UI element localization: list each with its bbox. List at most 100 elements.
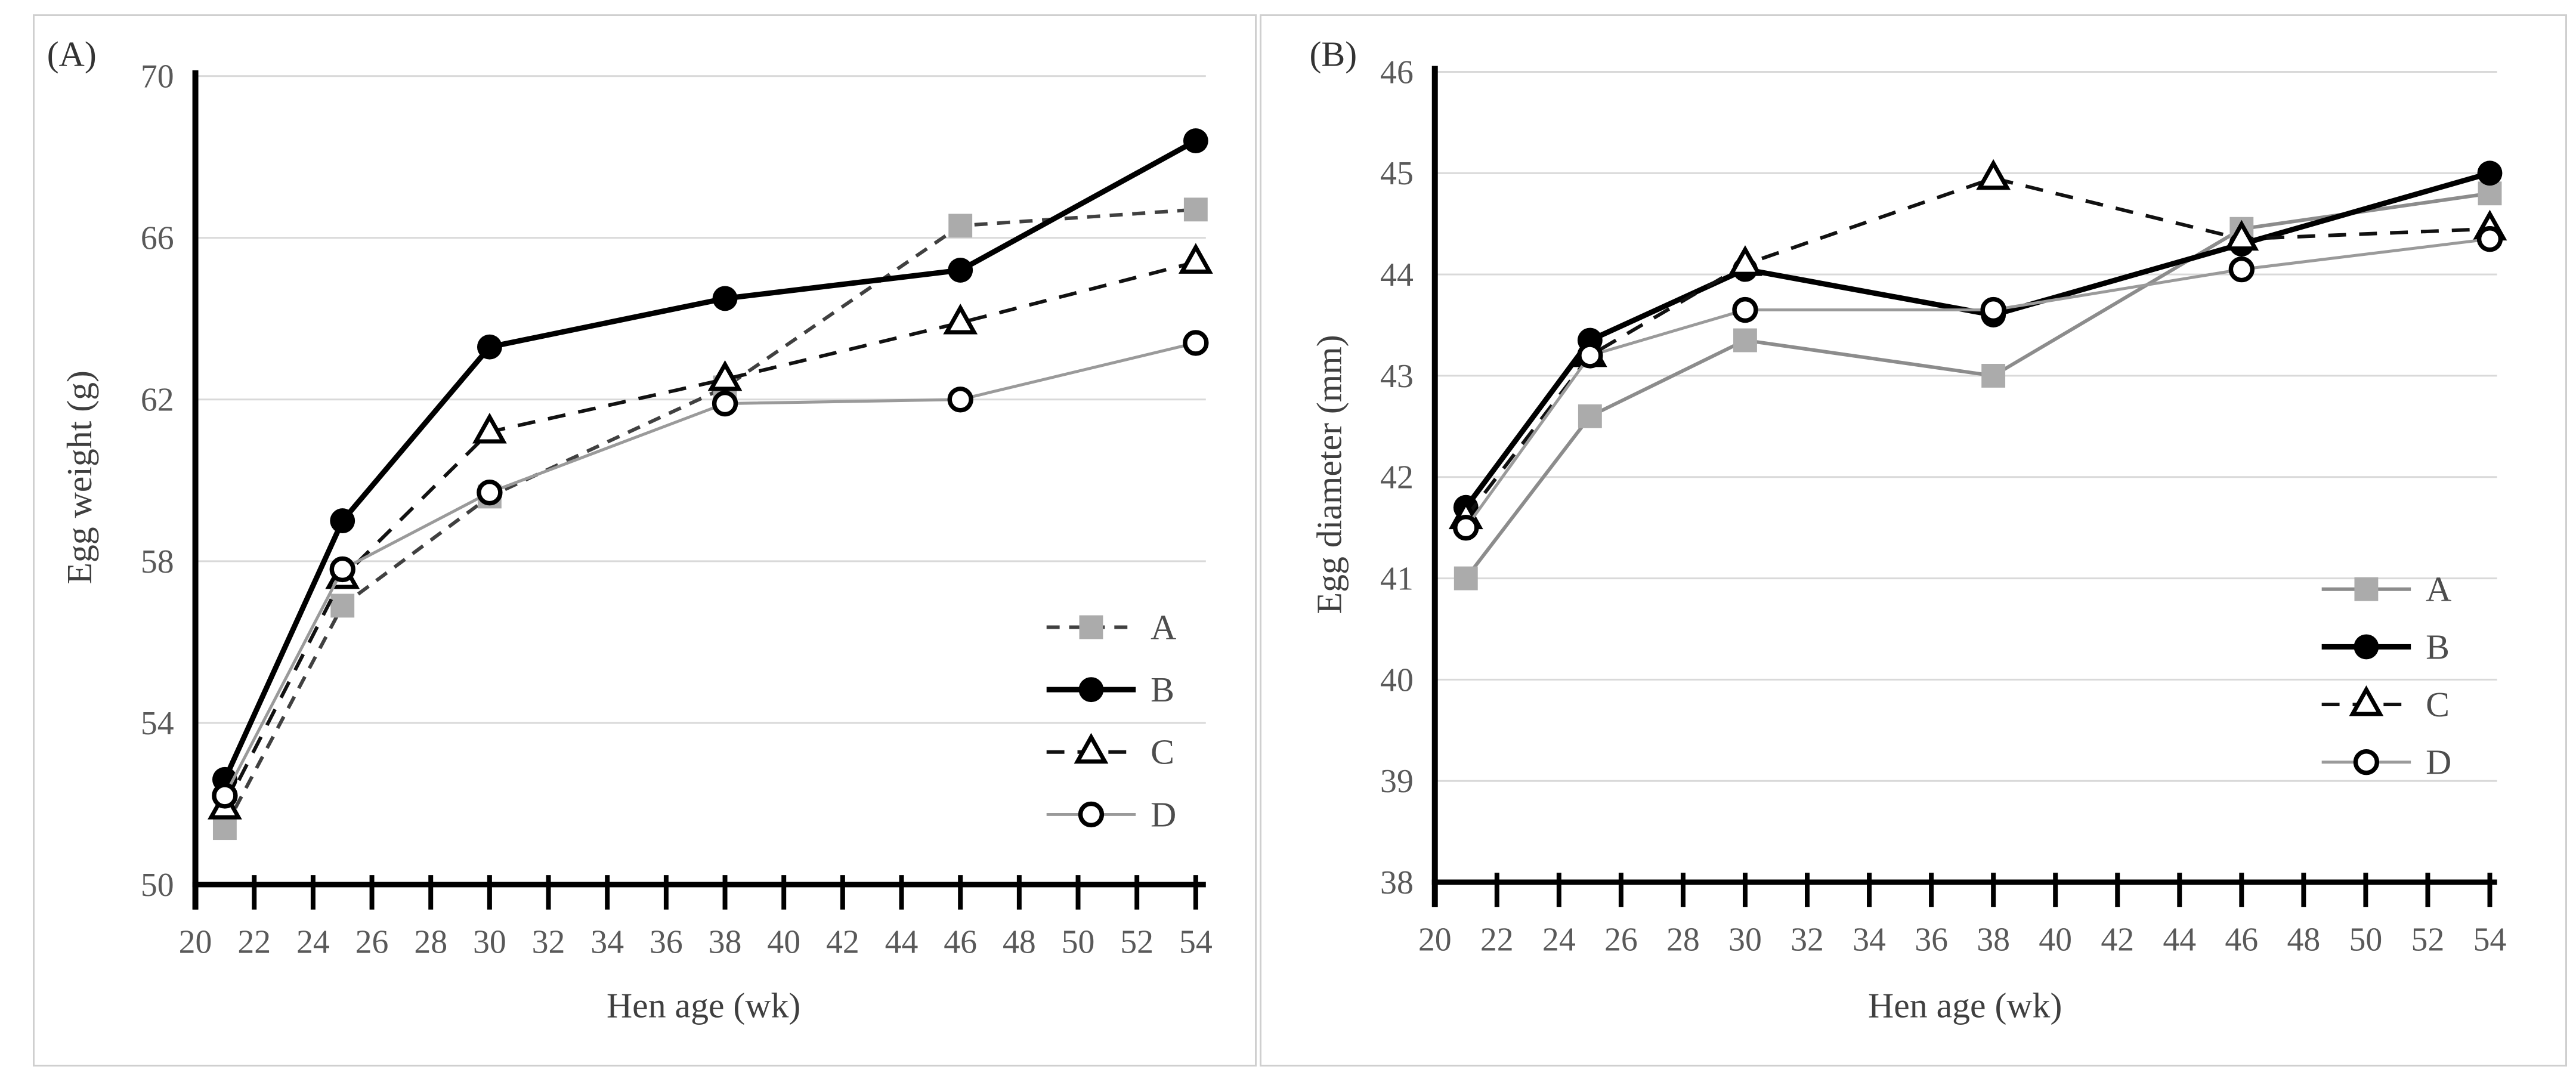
panel-a-egg-weight-chart: 20 22 24 26 28 30 32 34 36 38 40 42 44 46 48 50 52 54 50 54… [33, 14, 1257, 1067]
series-B-line [222, 138, 1198, 781]
gridlines [195, 75, 1206, 886]
panel-label: (A) [47, 35, 97, 74]
series-A-marker [1183, 197, 1208, 222]
legend-label: B [1151, 670, 1174, 709]
series-B-marker [330, 508, 355, 534]
legend-marker [2353, 749, 2380, 775]
legend-entry-A: A [2321, 570, 2451, 609]
legend-label: A [2426, 570, 2451, 609]
series-B-marker [712, 286, 738, 311]
x-tick-label: 32 [532, 924, 565, 961]
x-tick-label: 34 [590, 924, 624, 961]
series-C-marker [1728, 245, 1762, 276]
series-A-line [1464, 191, 2490, 580]
series-B-marker [2477, 160, 2503, 186]
series-D-marker [2228, 256, 2255, 283]
series-B-line [1464, 170, 2491, 509]
x-tick-label: 30 [473, 924, 506, 961]
panel-b-egg-diameter-chart: 20 22 24 26 28 30 32 34 36 38 40 42 44 46 48 50 52 54 38 39… [1260, 14, 2567, 1067]
series-D [212, 330, 1209, 809]
egg-weight-line-chart: 20 22 24 26 28 30 32 34 36 38 40 42 44 46 48 50 52 54 50 54… [47, 35, 1213, 1025]
y-tick-label: 70 [141, 58, 174, 95]
series-D-marker [1183, 330, 1209, 356]
x-tick-label: 22 [1480, 922, 1514, 959]
legend-label: B [2426, 627, 2450, 666]
series-D-marker [947, 387, 973, 413]
y-tick-label: 43 [1380, 358, 1414, 395]
series-B [212, 128, 1208, 792]
series-A-marker [1981, 364, 2006, 388]
x-tick-label: 42 [826, 924, 859, 961]
y-axis-title: Egg weight (g) [60, 370, 99, 585]
series-D-marker [2476, 226, 2503, 252]
series-A-marker [330, 593, 355, 618]
y-tick-label: 46 [1380, 54, 1414, 91]
series-D-marker [1577, 342, 1603, 369]
x-tick-label: 38 [1977, 922, 2010, 959]
y-tick-label: 62 [141, 382, 174, 419]
legend-marker [1078, 801, 1105, 828]
y-tick-label: 42 [1380, 459, 1414, 496]
legend-marker [2354, 577, 2379, 601]
series-D-line [1464, 237, 2490, 529]
series-C [208, 243, 1213, 820]
series-B-marker [1183, 128, 1208, 154]
x-tick-label: 46 [944, 924, 977, 961]
legend-label: C [2426, 685, 2450, 724]
x-tick-label: 24 [296, 924, 330, 961]
x-tick-label: 20 [1418, 922, 1452, 959]
x-tick-label: 50 [2349, 922, 2383, 959]
series-D-marker [1732, 296, 1758, 323]
y-tick-label: 41 [1380, 561, 1414, 598]
x-tick-label: 26 [355, 924, 389, 961]
series-C [1448, 159, 2507, 530]
axes [192, 70, 1206, 910]
x-tick-label: 26 [1604, 922, 1638, 959]
x-tick-label: 36 [1915, 922, 1948, 959]
x-tick-label: 38 [709, 924, 742, 961]
y-tick-label: 54 [141, 705, 174, 742]
legend-label: D [2426, 743, 2451, 782]
y-tick-label: 50 [141, 867, 174, 904]
series-A-marker [1578, 404, 1602, 428]
legend-label: A [1151, 607, 1176, 647]
x-axis-title: Hen age (wk) [1868, 985, 2062, 1025]
series-C-marker [1976, 159, 2011, 190]
x-tick-label: 28 [414, 924, 447, 961]
x-tick-label: 36 [650, 924, 683, 961]
series-A-marker [212, 816, 237, 840]
series-C-marker [943, 304, 978, 335]
series-D-line [223, 341, 1196, 797]
legend-marker [2349, 685, 2384, 716]
x-tick-label: 40 [767, 924, 800, 961]
x-tick-label: 48 [1003, 924, 1036, 961]
series-D-marker [712, 390, 738, 417]
legend-entry-C: C [2321, 685, 2450, 724]
legend-marker [1074, 732, 1109, 764]
series-C-line [223, 260, 1196, 809]
x-tick-label: 24 [1542, 922, 1576, 959]
egg-diameter-line-chart: 20 22 24 26 28 30 32 34 36 38 40 42 44 46 48 50 52 54 38 39… [1309, 35, 2507, 1025]
series-C-marker [1178, 243, 1213, 274]
x-tick-label: 20 [179, 924, 212, 961]
series-D-marker [1980, 296, 2006, 323]
y-tick-label: 66 [141, 220, 174, 257]
series-A-line [223, 208, 1196, 829]
x-tick-label: 34 [1853, 922, 1886, 959]
series-A [1454, 181, 2502, 591]
series-A-marker [948, 214, 973, 238]
legend-marker [1079, 615, 1103, 639]
series-B-marker [477, 334, 502, 360]
x-tick-label: 50 [1062, 924, 1095, 961]
legend-label: D [1151, 795, 1176, 834]
legend-entry-C: C [1046, 732, 1174, 772]
legend-entry-A: A [1046, 607, 1176, 647]
series-B-marker [948, 258, 973, 283]
legend-entry-B: B [2321, 627, 2450, 666]
series-D [1453, 226, 2503, 541]
legend-marker [2354, 634, 2379, 660]
x-tick-label: 54 [1179, 924, 1213, 961]
y-tick-label: 40 [1380, 661, 1414, 698]
x-tick-label: 32 [1790, 922, 1824, 959]
